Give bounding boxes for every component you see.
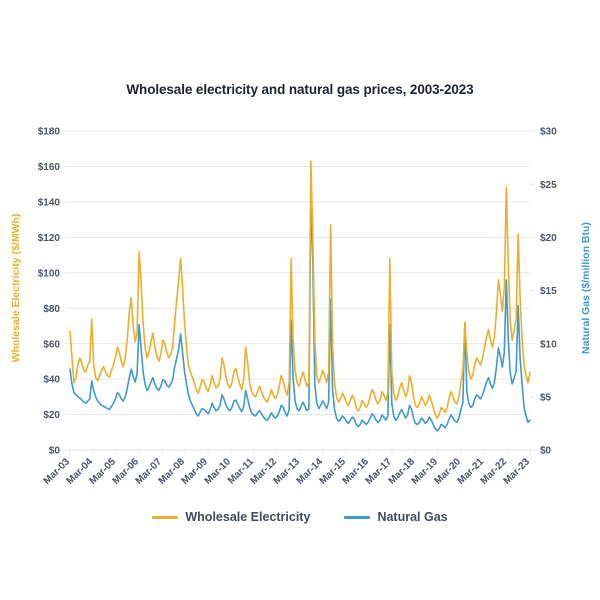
svg-text:$160: $160 [38, 162, 61, 173]
svg-text:$180: $180 [38, 127, 61, 138]
legend-item-electricity[interactable]: Wholesale Electricity [152, 510, 310, 524]
svg-text:$15: $15 [540, 286, 557, 297]
chart-legend: Wholesale Electricity Natural Gas [0, 510, 600, 524]
chart-title: Wholesale electricity and natural gas pr… [126, 82, 474, 97]
svg-text:$30: $30 [540, 127, 557, 138]
svg-text:$0: $0 [540, 446, 552, 457]
svg-text:$60: $60 [43, 339, 60, 350]
svg-text:$25: $25 [540, 180, 557, 191]
gridlines [70, 130, 530, 451]
svg-text:$140: $140 [38, 197, 61, 208]
legend-swatch-electricity [152, 515, 179, 519]
svg-text:$10: $10 [540, 339, 557, 350]
y-axis-left-title: Wholesale Electricity ($/MWh) [10, 213, 22, 363]
svg-text:$20: $20 [43, 410, 60, 421]
data-series-lines [69, 160, 531, 432]
svg-text:$120: $120 [38, 233, 61, 244]
y-axis-right-title: Natural Gas ($/million Btu) [580, 222, 592, 354]
legend-swatch-natural-gas [344, 515, 371, 519]
svg-text:$5: $5 [540, 392, 552, 403]
svg-text:Mar-23: Mar-23 [502, 456, 533, 487]
y-axis-right-ticks: $0 $5 $10 $15 $20 $25 $30 [530, 127, 557, 457]
svg-text:$80: $80 [43, 304, 60, 315]
svg-text:$0: $0 [49, 446, 61, 457]
svg-text:$20: $20 [540, 233, 557, 244]
svg-text:$100: $100 [38, 268, 61, 279]
legend-label-natural-gas: Natural Gas [377, 510, 448, 524]
y-axis-left-ticks: $0 $20 $40 $60 $80 $100 $120 $140 $160 $180 [38, 127, 70, 457]
legend-label-electricity: Wholesale Electricity [185, 510, 311, 524]
svg-text:$40: $40 [43, 375, 60, 386]
x-axis-ticks: Mar-03Mar-04Mar-05Mar-06Mar-07Mar-08Mar-… [42, 449, 533, 487]
legend-item-natural-gas[interactable]: Natural Gas [344, 510, 448, 524]
